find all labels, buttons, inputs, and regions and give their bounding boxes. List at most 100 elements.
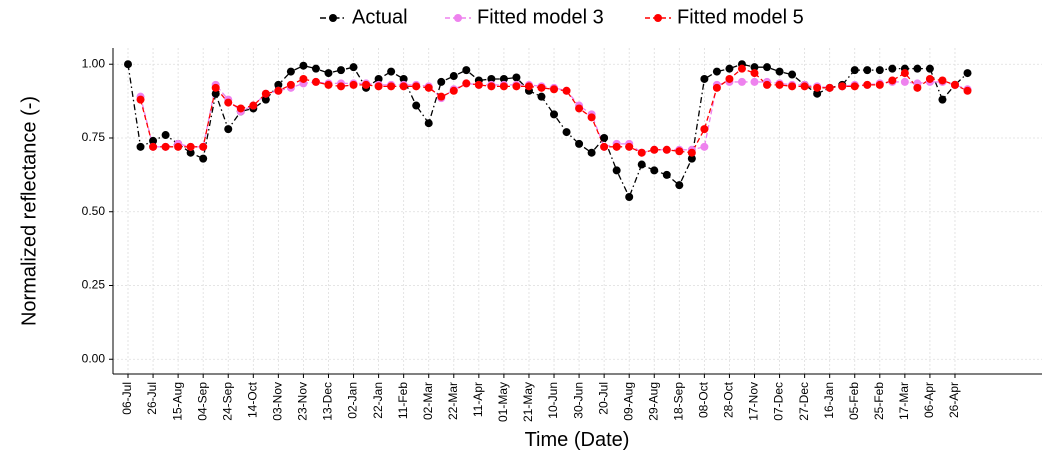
point	[900, 77, 909, 86]
x-tick-label: 20-Jul	[596, 382, 610, 415]
point	[512, 73, 521, 82]
point	[136, 95, 145, 104]
point	[487, 74, 496, 83]
point	[550, 110, 559, 119]
point	[863, 66, 872, 75]
point	[211, 83, 220, 92]
point	[449, 72, 458, 81]
point	[700, 142, 709, 151]
point	[387, 82, 396, 91]
x-tick-label: 29-Aug	[646, 382, 660, 421]
point	[374, 74, 383, 83]
point	[600, 142, 609, 151]
x-tick-label: 15-Aug	[170, 382, 184, 421]
point	[550, 85, 559, 94]
point	[838, 82, 847, 91]
point	[662, 170, 671, 179]
point	[512, 82, 521, 91]
point	[324, 69, 333, 78]
legend-swatch	[454, 14, 462, 22]
point	[587, 113, 596, 122]
x-tick-label: 18-Sep	[671, 382, 685, 421]
point	[399, 82, 408, 91]
point	[186, 142, 195, 151]
legend-swatch	[654, 14, 662, 22]
y-tick-label: 0.50	[82, 204, 106, 218]
point	[124, 60, 132, 69]
point	[412, 82, 421, 91]
point	[888, 76, 897, 85]
point	[224, 125, 233, 134]
point	[211, 89, 220, 98]
x-tick-label: 11-Apr	[471, 382, 485, 417]
point	[875, 66, 884, 75]
point	[299, 74, 308, 83]
x-tick-label: 14-Oct	[245, 381, 259, 418]
point	[437, 77, 446, 86]
point	[149, 142, 158, 151]
point	[199, 142, 208, 151]
point	[399, 74, 408, 83]
point	[261, 95, 270, 104]
point	[850, 82, 859, 91]
point	[462, 66, 471, 75]
point	[788, 70, 797, 79]
x-tick-label: 16-Jan	[822, 382, 836, 419]
point	[687, 148, 696, 157]
point	[449, 86, 458, 95]
point	[763, 63, 772, 72]
x-tick-label: 25-Feb	[872, 382, 886, 420]
point	[575, 139, 584, 148]
x-tick-label: 27-Dec	[797, 382, 811, 421]
point	[700, 125, 709, 134]
point	[775, 80, 784, 89]
y-tick-label: 0.75	[82, 130, 106, 144]
point	[813, 89, 822, 98]
point	[600, 133, 609, 142]
point	[950, 80, 959, 89]
point	[875, 80, 884, 89]
point	[537, 83, 546, 92]
point	[725, 74, 734, 83]
point	[662, 145, 671, 154]
point	[437, 92, 446, 101]
point	[474, 80, 483, 89]
legend-label: Fitted model 5	[677, 6, 804, 28]
point	[387, 67, 396, 76]
point	[825, 83, 834, 92]
point	[499, 74, 508, 83]
x-tick-label: 13-Dec	[321, 382, 335, 421]
point	[863, 80, 872, 89]
point	[186, 148, 195, 157]
point	[286, 80, 295, 89]
point	[562, 86, 571, 95]
point	[775, 67, 784, 76]
x-tick-label: 05-Feb	[847, 382, 861, 420]
point	[236, 104, 245, 113]
point	[925, 74, 934, 83]
point	[149, 136, 158, 145]
point	[725, 64, 734, 73]
x-tick-label: 24-Sep	[220, 382, 234, 421]
x-tick-label: 28-Oct	[722, 381, 736, 418]
x-tick-label: 02-Mar	[421, 382, 435, 420]
point	[788, 82, 797, 91]
point	[462, 79, 471, 88]
point	[562, 128, 571, 137]
point	[750, 69, 759, 78]
point	[587, 148, 596, 157]
x-tick-label: 17-Mar	[897, 382, 911, 420]
point	[938, 76, 947, 85]
point	[612, 142, 621, 151]
point	[963, 86, 972, 95]
point	[349, 80, 358, 89]
point	[487, 82, 496, 91]
point	[524, 82, 533, 91]
point	[324, 80, 333, 89]
x-tick-label: 03-Nov	[271, 382, 285, 421]
point	[374, 82, 383, 91]
point	[637, 148, 646, 157]
point	[625, 142, 634, 151]
y-axis-title: Normalized reflectance (-)	[18, 96, 40, 326]
